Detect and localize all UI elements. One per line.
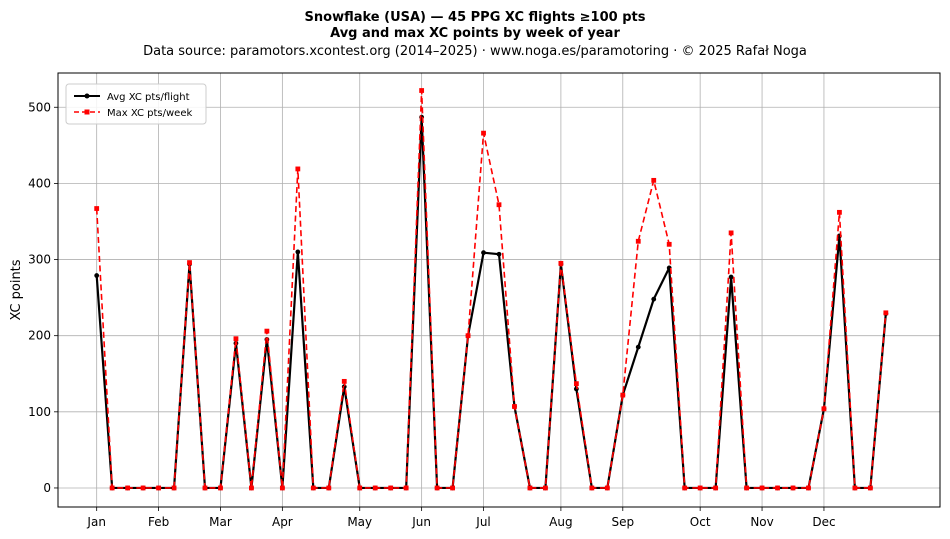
max-point [372, 485, 378, 491]
max-point [218, 485, 223, 491]
max-point [109, 485, 115, 491]
legend-max-label: Max XC pts/week [107, 108, 192, 119]
max-point [310, 485, 316, 491]
avg-point [728, 274, 734, 280]
x-tick-label: Sep [611, 515, 634, 529]
plot-frame [57, 72, 941, 508]
x-tick-label: Jun [411, 515, 431, 529]
max-point [187, 260, 192, 265]
max-point [573, 381, 579, 387]
y-tick-label: 200 [28, 329, 51, 343]
x-tick-label: May [347, 515, 372, 529]
max-point [852, 485, 858, 491]
max-point [140, 485, 146, 491]
y-tick-label: 300 [28, 253, 51, 267]
max-point [558, 260, 564, 266]
max-point [465, 333, 471, 339]
max-point [279, 485, 285, 491]
avg-point [481, 250, 486, 256]
max-point [759, 485, 765, 491]
x-tick-label: Nov [750, 515, 773, 529]
max-point [94, 206, 100, 211]
chart-title-line2: Avg and max XC points by week of year [330, 26, 620, 41]
max-point [233, 336, 239, 342]
avg-point [635, 344, 641, 350]
max-point [264, 328, 270, 334]
max-point [620, 392, 626, 398]
max-point [775, 485, 780, 491]
max-point [635, 238, 641, 244]
legend-avg-marker [84, 93, 90, 99]
chart-title-line1: Snowflake (USA) — 45 PPG XC flights ≥100… [305, 10, 646, 25]
max-point [682, 485, 688, 491]
max-point [171, 485, 177, 491]
x-tick-label: Aug [549, 515, 572, 529]
max-point [156, 485, 161, 491]
max-point [249, 485, 254, 491]
avg-point [496, 251, 502, 257]
max-point [790, 485, 796, 491]
max-series-line [95, 89, 887, 489]
y-tick-label: 0 [43, 481, 51, 495]
legend-box [65, 83, 207, 125]
y-tick-label: 500 [28, 100, 51, 114]
max-point [419, 88, 425, 93]
x-axis: Jan Feb Mar Apr May Jun Jul Aug Sep Oct Nov Dec [86, 507, 836, 529]
x-tick-label: Jan [86, 515, 106, 529]
max-point [744, 485, 749, 491]
avg-series-line [95, 116, 887, 490]
max-point [403, 485, 409, 491]
max-point [341, 378, 347, 384]
chart-subtitle: Data source: paramotors.xcontest.org (20… [143, 44, 807, 59]
x-tick-label: Oct [690, 515, 711, 529]
max-point [728, 230, 734, 236]
max-point [512, 404, 517, 409]
x-tick-label: Mar [209, 515, 232, 529]
max-point [202, 485, 208, 491]
y-tick-label: 100 [28, 405, 51, 419]
max-point [434, 485, 440, 491]
max-point [527, 485, 533, 491]
max-point [326, 485, 332, 491]
max-point [666, 241, 672, 247]
max-point [125, 485, 131, 491]
max-point [883, 310, 889, 316]
max-point [713, 485, 719, 491]
max-point [806, 485, 811, 491]
x-tick-label: Feb [148, 515, 169, 529]
x-tick-label: Apr [272, 515, 293, 529]
max-point [821, 406, 827, 412]
y-axis-label: XC points [9, 259, 24, 320]
max-point [543, 485, 548, 491]
max-point [697, 485, 703, 491]
max-point [867, 485, 873, 491]
y-axis: 0 100 200 300 400 500 [28, 100, 58, 495]
avg-point [651, 296, 657, 302]
max-point [589, 485, 595, 491]
max-point [651, 177, 657, 183]
max-point [357, 485, 363, 491]
x-tick-label: Dec [812, 515, 835, 529]
max-point [837, 209, 842, 215]
max-point [481, 130, 486, 136]
legend-avg-label: Avg XC pts/flight [107, 92, 190, 103]
max-point [295, 166, 301, 172]
max-point [388, 485, 394, 491]
series-layer [94, 88, 889, 491]
max-point [496, 202, 502, 208]
max-point [604, 485, 610, 491]
legend: Avg XC pts/flight Max XC pts/week [65, 83, 207, 125]
avg-point [295, 249, 301, 255]
y-tick-label: 400 [28, 176, 51, 190]
x-tick-label: Jul [475, 515, 490, 529]
max-point [450, 485, 455, 491]
legend-max-marker [84, 109, 90, 115]
avg-point [94, 273, 100, 278]
